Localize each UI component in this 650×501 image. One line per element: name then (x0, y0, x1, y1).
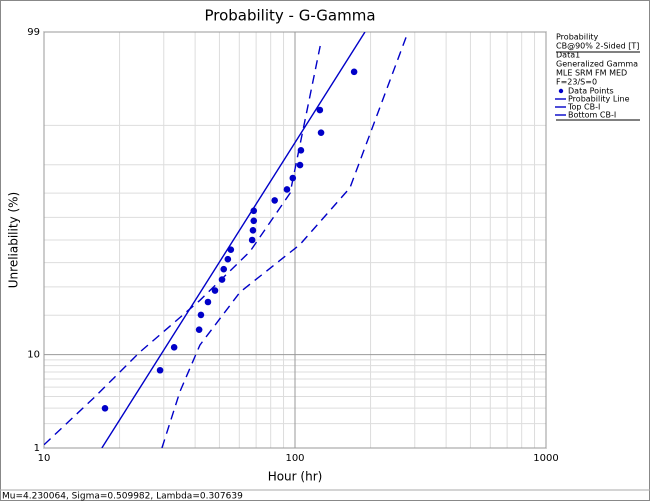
legend-header: Data1 (556, 51, 580, 60)
x-tick-label: 100 (285, 453, 304, 464)
data-point (249, 227, 257, 234)
plot-marks (44, 32, 409, 448)
data-point (283, 186, 291, 193)
probability-line (101, 32, 366, 448)
legend-header: MLE SRM FM MED (556, 69, 627, 78)
footer: Mu=4.230064, Sigma=0.509982, Lambda=0.30… (2, 492, 243, 501)
data-point (195, 326, 203, 333)
chart-title: Probability - G-Gamma (204, 7, 375, 25)
data-point (197, 311, 205, 319)
data-point (101, 404, 109, 412)
legend-label: Bottom CB-I (568, 111, 616, 120)
data-point (204, 298, 212, 306)
data-point (170, 344, 178, 351)
legend-header: Probability (556, 33, 599, 42)
data-point (250, 217, 258, 225)
y-tick-label: 99 (27, 27, 40, 38)
legend-swatch (558, 88, 564, 94)
y-tick-label: 1 (34, 443, 40, 454)
legend-label: Probability Line (568, 95, 630, 104)
data-point (156, 366, 164, 374)
legend-label: Top CB-I (567, 103, 600, 112)
data-point (316, 106, 324, 114)
data-point (271, 197, 278, 204)
data-point (220, 265, 228, 273)
x-tick-label: 1000 (533, 453, 558, 464)
data-point (211, 287, 219, 294)
confidence-bound (44, 45, 321, 446)
data-point (317, 129, 325, 136)
y-axis-label: Unreliability (%) (7, 192, 21, 288)
data-point (350, 68, 358, 76)
data-point (224, 255, 232, 263)
legend-header: Generalized Gamma (556, 60, 638, 69)
x-axis-label: Hour (hr) (268, 470, 323, 484)
data-point (248, 236, 256, 244)
data-point (296, 161, 304, 169)
legend-header: CB@90% 2-Sided [T] (556, 42, 639, 51)
legend-header: F=23/S=0 (556, 78, 597, 87)
x-tick-label: 10 (38, 453, 51, 464)
legend-label: Data Points (568, 87, 614, 96)
y-tick-label: 10 (27, 350, 40, 361)
